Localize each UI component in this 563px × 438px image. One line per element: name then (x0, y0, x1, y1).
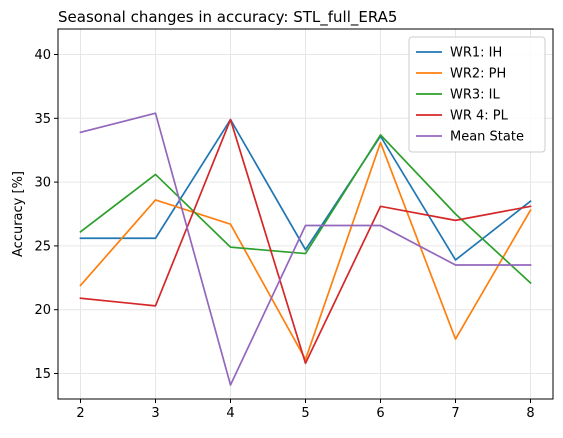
legend-label: WR 4: PL (450, 109, 509, 124)
series-line-3 (79, 134, 532, 285)
y-axis-label: Accuracy [%] (11, 171, 26, 257)
legend-label: WR2: PH (450, 67, 506, 82)
legend-box (408, 36, 546, 153)
series-line-1 (79, 118, 532, 261)
y-tick-label: 30 (34, 176, 51, 191)
x-tick-label: 3 (151, 406, 159, 421)
y-tick-label: 25 (34, 239, 51, 254)
legend-label: Mean State (450, 130, 524, 145)
legend: WR1: IH WR2: PH WR3: IL WR 4: PL Mean State (408, 36, 546, 153)
series-line-2 (79, 141, 532, 361)
y-tick-label: 40 (34, 48, 51, 63)
axis-ticks: 2 3 4 5 6 7 8 15 20 25 30 35 40 (34, 48, 534, 421)
x-tick-label: 4 (226, 406, 234, 421)
x-tick-label: 8 (526, 406, 534, 421)
y-tick-label: 15 (34, 367, 51, 382)
legend-label: WR3: IL (450, 88, 501, 103)
series-line-4 (79, 118, 532, 365)
x-tick-label: 5 (301, 406, 309, 421)
legend-label: WR1: IH (450, 46, 502, 61)
y-tick-label: 20 (34, 303, 51, 318)
x-tick-label: 7 (451, 406, 459, 421)
y-tick-label: 35 (34, 112, 51, 127)
series-line-5 (79, 112, 532, 386)
x-tick-label: 2 (76, 406, 84, 421)
grid (58, 29, 553, 399)
series-lines (79, 112, 532, 386)
chart-title: Seasonal changes in accuracy: STL_full_E… (58, 8, 397, 27)
x-tick-label: 6 (376, 406, 384, 421)
